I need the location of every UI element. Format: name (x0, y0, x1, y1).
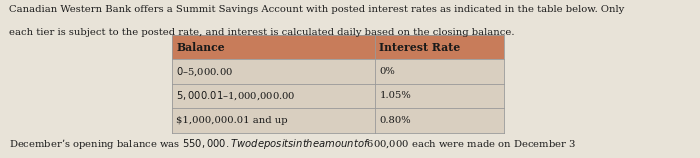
Text: $1,000,000.01 and up: $1,000,000.01 and up (176, 116, 288, 125)
Text: Interest Rate: Interest Rate (379, 42, 461, 52)
Bar (172, 84, 504, 108)
Text: December’s opening balance was $550,000. Two deposits in the amount of $600,000 : December’s opening balance was $550,000.… (9, 137, 576, 152)
Text: 1.05%: 1.05% (379, 91, 411, 100)
Text: $0–$5,000.00: $0–$5,000.00 (176, 65, 234, 78)
Bar (172, 35, 504, 59)
Text: 0%: 0% (379, 67, 395, 76)
Text: $5,000.01–$1,000,000.00: $5,000.01–$1,000,000.00 (176, 90, 296, 102)
Text: each tier is subject to the posted rate, and interest is calculated daily based : each tier is subject to the posted rate,… (9, 28, 514, 37)
Text: Canadian Western Bank offers a Summit Savings Account with posted interest rates: Canadian Western Bank offers a Summit Sa… (9, 5, 624, 14)
Text: Balance: Balance (176, 42, 225, 52)
Text: 0.80%: 0.80% (379, 116, 411, 125)
Bar (172, 59, 504, 84)
Bar (172, 108, 504, 133)
